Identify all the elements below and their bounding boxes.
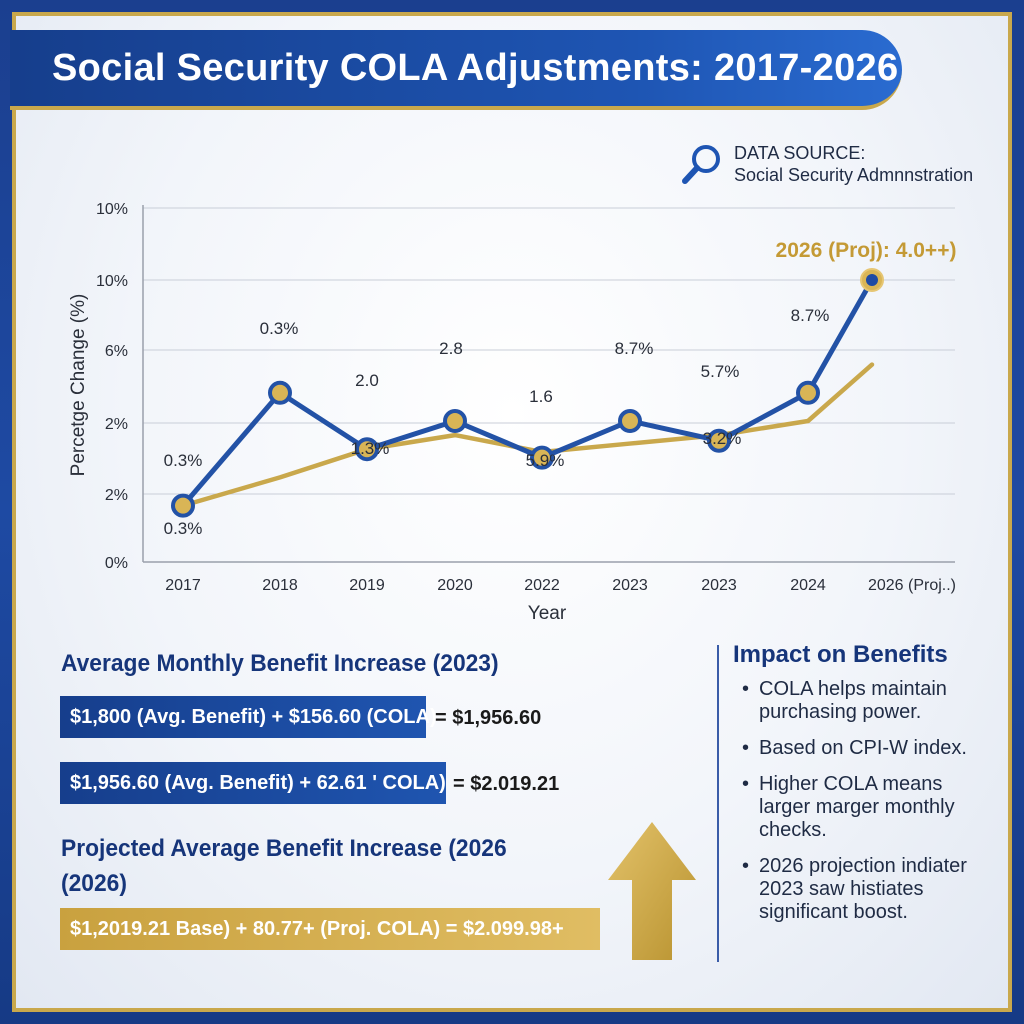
source-label: DATA SOURCE: (734, 143, 866, 163)
impact-item: COLA helps maintain purchasing power. (742, 678, 992, 724)
page-title: Social Security COLA Adjustments: 2017-2… (52, 46, 899, 89)
impact-item: Higher COLA means larger marger monthly … (742, 773, 992, 842)
data-source: DATA SOURCE: Social Security Admnnstrati… (680, 142, 973, 186)
title-banner: Social Security COLA Adjustments: 2017-2… (10, 30, 902, 110)
magnifier-icon (682, 145, 720, 184)
monthly-equation-1: $1,800 (Avg. Benefit) + $156.60 (COLA) (60, 696, 437, 738)
column-divider (717, 645, 719, 962)
monthly-equation-2: $1,956.60 (Avg. Benefit) + 62.61 ' COLA) (60, 762, 446, 804)
source-name: Social Security Admnnstration (734, 165, 974, 185)
up-arrow-icon (608, 822, 696, 960)
monthly-heading: Average Monthly Benefit Increase (2023) (61, 650, 499, 677)
projected-heading: Projected Average Benefit Increase (2026 (61, 835, 507, 862)
monthly-result-2: = $2.019.21 (453, 773, 560, 795)
impact-list: COLA helps maintain purchasing power. Ba… (742, 678, 992, 937)
monthly-result-1: = $1,956.60 (435, 707, 542, 729)
projected-heading-year: (2026) (61, 870, 127, 897)
impact-item: 2026 projection indiater 2023 saw histia… (742, 855, 992, 924)
impact-title: Impact on Benefits (733, 641, 948, 668)
impact-item: Based on CPI-W index. (742, 737, 992, 760)
projected-equation: $1,2019.21 Base) + 80.77+ (Proj. COLA) =… (60, 908, 600, 950)
